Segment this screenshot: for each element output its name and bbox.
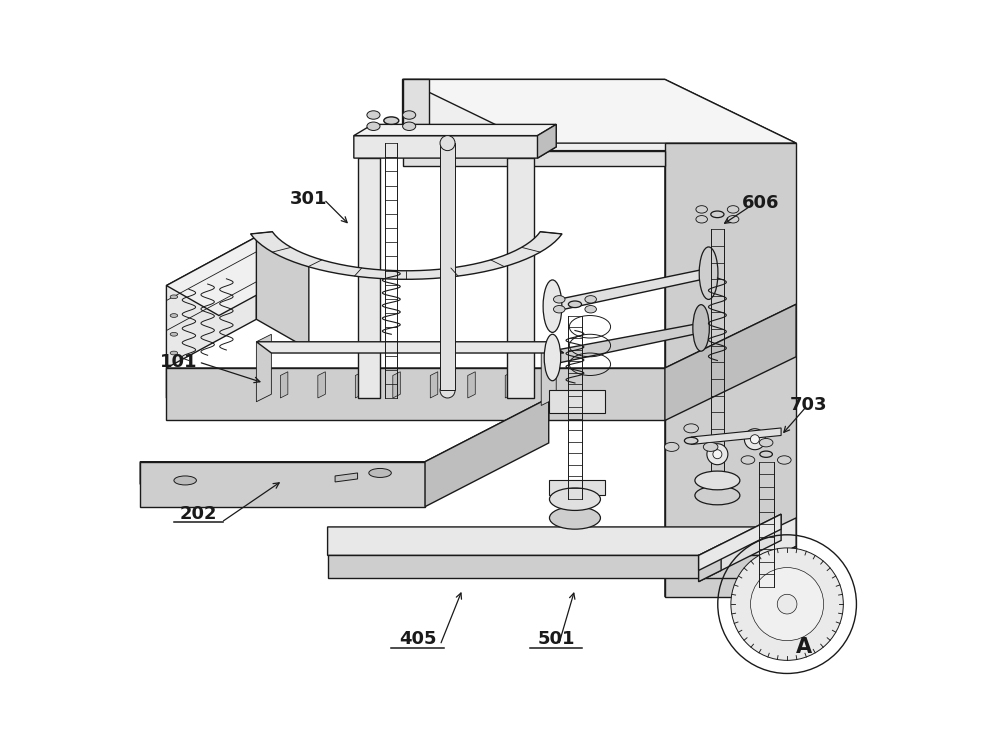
Polygon shape	[549, 391, 605, 413]
Ellipse shape	[585, 296, 596, 303]
Ellipse shape	[695, 471, 740, 490]
Polygon shape	[403, 80, 429, 151]
Ellipse shape	[367, 111, 380, 119]
Ellipse shape	[777, 594, 797, 614]
Polygon shape	[354, 125, 556, 136]
Ellipse shape	[170, 295, 178, 299]
Polygon shape	[699, 514, 781, 581]
Ellipse shape	[369, 469, 391, 478]
Text: A: A	[796, 637, 812, 657]
Text: 202: 202	[180, 505, 217, 523]
Polygon shape	[505, 372, 513, 398]
Polygon shape	[699, 514, 781, 571]
Ellipse shape	[696, 206, 707, 213]
Ellipse shape	[703, 442, 718, 451]
Ellipse shape	[760, 451, 772, 457]
Polygon shape	[256, 342, 564, 353]
Ellipse shape	[543, 280, 562, 333]
Polygon shape	[665, 143, 796, 596]
Text: 703: 703	[790, 397, 828, 415]
Ellipse shape	[684, 424, 698, 433]
Polygon shape	[552, 268, 709, 312]
Ellipse shape	[585, 306, 596, 313]
Polygon shape	[328, 518, 796, 556]
Ellipse shape	[174, 476, 196, 485]
Polygon shape	[256, 237, 309, 349]
Polygon shape	[440, 143, 455, 391]
Ellipse shape	[693, 305, 709, 351]
Ellipse shape	[440, 136, 455, 151]
Ellipse shape	[549, 488, 600, 511]
Ellipse shape	[403, 122, 416, 131]
Polygon shape	[430, 372, 438, 398]
Polygon shape	[256, 334, 271, 402]
Polygon shape	[140, 398, 549, 484]
Text: 501: 501	[537, 630, 575, 648]
Polygon shape	[251, 232, 562, 279]
Polygon shape	[166, 304, 796, 398]
Polygon shape	[665, 304, 796, 421]
Polygon shape	[777, 547, 796, 578]
Polygon shape	[507, 158, 534, 398]
Ellipse shape	[759, 439, 773, 447]
Polygon shape	[468, 372, 475, 398]
Ellipse shape	[699, 247, 718, 300]
Text: 301: 301	[290, 190, 328, 208]
Ellipse shape	[553, 306, 565, 313]
Ellipse shape	[384, 117, 399, 125]
Polygon shape	[166, 368, 665, 421]
Ellipse shape	[727, 216, 739, 223]
Polygon shape	[403, 151, 665, 166]
Ellipse shape	[367, 122, 380, 131]
Polygon shape	[280, 372, 288, 398]
Ellipse shape	[731, 548, 843, 660]
Polygon shape	[393, 372, 400, 398]
Ellipse shape	[713, 450, 722, 459]
Ellipse shape	[440, 383, 455, 398]
Polygon shape	[166, 237, 309, 315]
Polygon shape	[691, 428, 781, 445]
Text: 101: 101	[160, 353, 198, 371]
Polygon shape	[541, 338, 556, 406]
Polygon shape	[403, 80, 796, 596]
Polygon shape	[358, 158, 380, 398]
Ellipse shape	[170, 314, 178, 318]
Ellipse shape	[751, 568, 824, 641]
Polygon shape	[549, 481, 605, 496]
Text: 606: 606	[742, 194, 780, 212]
Polygon shape	[425, 398, 549, 507]
Ellipse shape	[727, 206, 739, 213]
Polygon shape	[335, 473, 358, 482]
Polygon shape	[403, 80, 796, 143]
Ellipse shape	[777, 456, 791, 464]
Ellipse shape	[741, 456, 755, 464]
Ellipse shape	[664, 442, 679, 451]
Ellipse shape	[403, 111, 416, 119]
Ellipse shape	[170, 333, 178, 336]
Ellipse shape	[684, 437, 698, 444]
Ellipse shape	[568, 301, 582, 308]
Polygon shape	[699, 544, 721, 581]
Polygon shape	[166, 237, 256, 368]
Polygon shape	[552, 323, 701, 364]
Polygon shape	[537, 125, 556, 158]
Ellipse shape	[696, 216, 707, 223]
Ellipse shape	[549, 507, 600, 529]
Polygon shape	[140, 462, 425, 507]
Polygon shape	[328, 556, 777, 578]
Ellipse shape	[544, 334, 561, 381]
Ellipse shape	[711, 211, 724, 218]
Ellipse shape	[695, 486, 740, 505]
Ellipse shape	[707, 444, 728, 465]
Polygon shape	[354, 125, 556, 158]
Ellipse shape	[750, 435, 759, 444]
Polygon shape	[355, 372, 363, 398]
Ellipse shape	[553, 296, 565, 303]
Polygon shape	[318, 372, 325, 398]
Ellipse shape	[170, 351, 178, 355]
Ellipse shape	[744, 429, 765, 450]
Text: 405: 405	[399, 630, 436, 648]
